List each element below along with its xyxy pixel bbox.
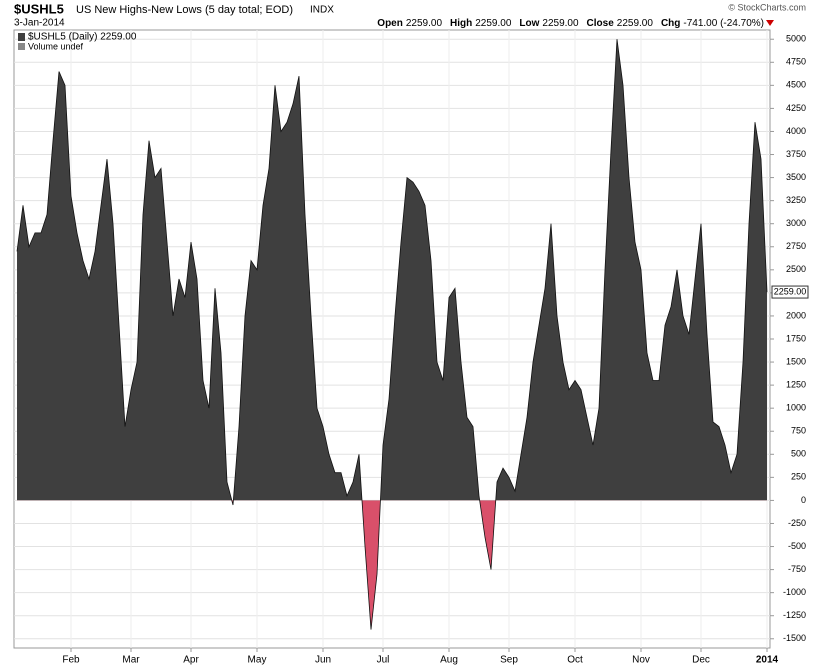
y-tick-label: 3750	[786, 149, 806, 159]
line	[16, 39, 768, 630]
y-tick-label: 2500	[786, 264, 806, 274]
y-tick-label: 1750	[786, 333, 806, 343]
x-tick-label: 2014	[756, 655, 779, 666]
quote-value: 2259.00	[475, 18, 512, 29]
exchange: INDX	[310, 5, 334, 16]
credit: © StockCharts.com	[728, 2, 806, 12]
x-tick-label: Apr	[183, 655, 199, 666]
y-tick-label: -1000	[783, 587, 806, 597]
quote-label: Chg	[661, 18, 680, 29]
down-arrow	[766, 20, 774, 26]
quote-label: Low	[519, 18, 539, 29]
y-tick-label: 0	[801, 495, 806, 505]
y-tick-label: -750	[788, 564, 806, 574]
y-tick-label: -500	[788, 541, 806, 551]
y-tick-label: -250	[788, 518, 806, 528]
y-tick-label: 4000	[786, 126, 806, 136]
y-tick-label: 250	[791, 472, 806, 482]
date: 3-Jan-2014	[14, 18, 65, 29]
x-tick-label: Mar	[122, 655, 140, 666]
x-tick-label: Oct	[567, 655, 583, 666]
x-tick-label: Jul	[377, 655, 390, 666]
y-tick-label: 3000	[786, 218, 806, 228]
y-tick-label: 1000	[786, 403, 806, 413]
x-tick-label: Nov	[632, 655, 650, 666]
y-tick-label: 2750	[786, 241, 806, 251]
y-tick-label: 4250	[786, 103, 806, 113]
y-tick-label: 3500	[786, 172, 806, 182]
y-tick-label: 4750	[786, 57, 806, 67]
y-tick-label: 1500	[786, 356, 806, 366]
y-tick-label: 1250	[786, 379, 806, 389]
volume-swatch	[18, 43, 25, 50]
x-tick-label: Aug	[440, 655, 458, 666]
quote-value: -741.00 (-24.70%)	[683, 18, 764, 29]
symbol: $USHL5	[14, 1, 64, 16]
y-tick-label: 750	[791, 426, 806, 436]
quote-value: 2259.00	[406, 18, 443, 29]
x-tick-label: Sep	[500, 655, 518, 666]
y-tick-label: 3250	[786, 195, 806, 205]
y-tick-label: -1500	[783, 633, 806, 643]
last-value-box	[771, 285, 809, 299]
x-tick-label: Dec	[692, 655, 710, 666]
quote-label: Open	[377, 18, 403, 29]
description: US New Highs-New Lows (5 day total; EOD)	[76, 4, 293, 16]
last-value-label: 2259.00	[774, 286, 807, 296]
quote-value: 2259.00	[542, 18, 579, 29]
y-tick-label: 2000	[786, 310, 806, 320]
legend-series: $USHL5 (Daily) 2259.00	[28, 32, 137, 43]
quote-label: Close	[587, 18, 615, 29]
quote: Open 2259.00 High 2259.00 Low 2259.00 Close 225…	[377, 18, 764, 29]
legend-volume: Volume undef	[28, 41, 84, 51]
y-tick-label: 4500	[786, 80, 806, 90]
area-positive	[17, 39, 767, 501]
legend-swatch	[18, 33, 25, 41]
quote-value: 2259.00	[617, 18, 654, 29]
x-tick-label: Jun	[315, 655, 331, 666]
y-tick-label: 5000	[786, 34, 806, 44]
y-tick-label: 500	[791, 449, 806, 459]
y-tick-label: -1250	[783, 610, 806, 620]
x-tick-label: May	[248, 655, 267, 666]
area-negative	[17, 500, 767, 630]
quote-label: High	[450, 18, 472, 29]
x-tick-label: Feb	[62, 655, 80, 666]
